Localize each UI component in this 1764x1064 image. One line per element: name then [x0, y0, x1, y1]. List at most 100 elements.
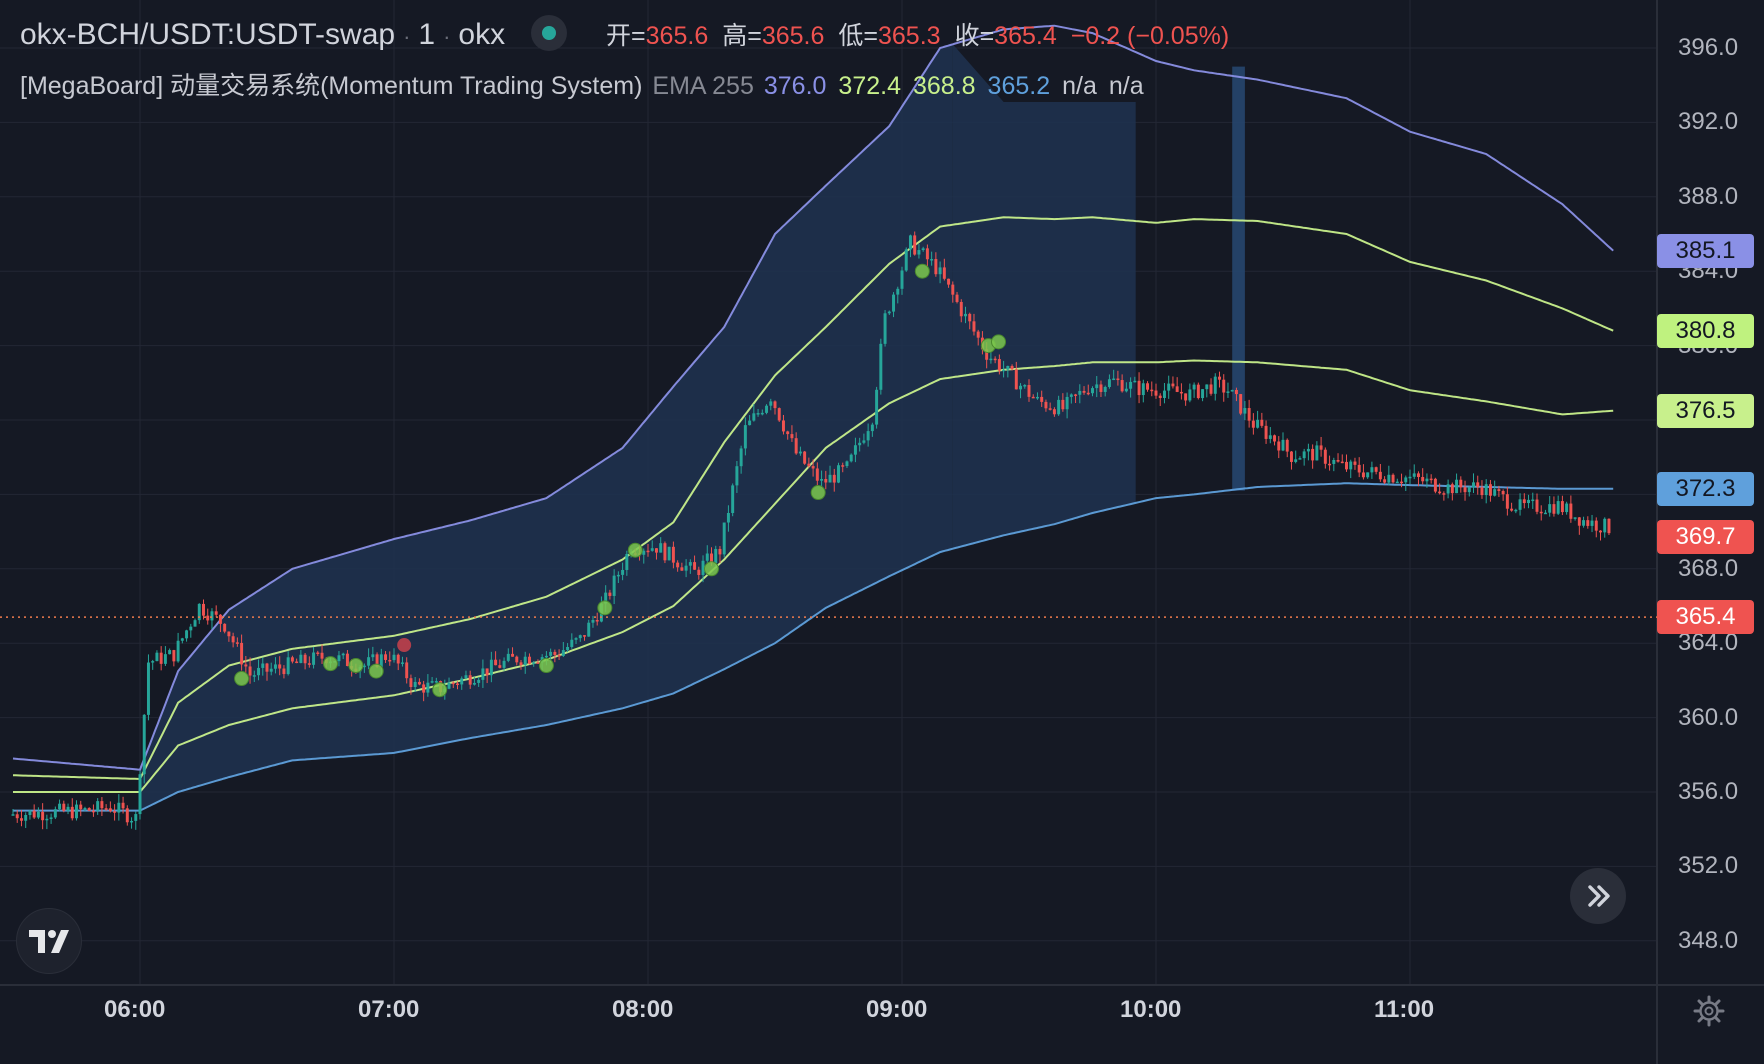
candle-body [307, 663, 311, 665]
candle-body [1527, 499, 1531, 504]
candle-body [883, 313, 887, 344]
candle-body [1260, 419, 1264, 426]
tradingview-logo-icon[interactable] [16, 908, 82, 974]
candle-body [1404, 477, 1408, 483]
candle-body [1171, 383, 1175, 387]
candle [1370, 461, 1374, 479]
candle [1044, 399, 1048, 412]
candle-body [1023, 385, 1027, 387]
candle [1014, 361, 1018, 390]
candle-body [803, 451, 807, 464]
candle [1357, 457, 1361, 478]
candle-body [62, 803, 66, 811]
candle [1472, 473, 1475, 493]
candle [261, 657, 265, 676]
candle [1535, 493, 1539, 515]
band-line-mid-upper [13, 216, 1614, 781]
candle-body [515, 656, 519, 663]
market-status-icon[interactable] [531, 15, 568, 52]
candle [1035, 392, 1039, 400]
candle [697, 566, 701, 580]
candle-body [1048, 408, 1052, 410]
candle [1518, 493, 1522, 516]
candle [1383, 476, 1387, 484]
candle [1552, 496, 1556, 517]
candle [189, 623, 193, 638]
buy-signal-marker [368, 663, 384, 679]
time-axis-label: 10:00 [1120, 996, 1182, 1023]
candle-body [430, 681, 434, 683]
candle [312, 646, 316, 669]
candle-body [532, 662, 536, 664]
candle [130, 817, 134, 829]
indicator-legend[interactable]: [MegaBoard] 动量交易系统(Momentum Trading Syst… [20, 66, 1156, 102]
candle-body [108, 808, 112, 812]
candle-body [1129, 381, 1133, 389]
candle [1548, 496, 1552, 517]
candle [1349, 459, 1353, 479]
candle [1218, 371, 1221, 388]
candle [866, 423, 870, 447]
candle-body [976, 331, 980, 338]
candle [49, 813, 53, 824]
candle-body [1112, 378, 1116, 381]
candle-body [561, 650, 565, 656]
candle [879, 338, 883, 395]
candle [1179, 383, 1183, 400]
candle-body [1103, 386, 1107, 392]
candle [731, 483, 735, 517]
candle [320, 644, 324, 664]
candle-body [870, 424, 874, 432]
candle [430, 677, 434, 684]
candle [1573, 517, 1577, 521]
candle [1222, 374, 1226, 402]
candle-body [1247, 408, 1251, 421]
candle-body [1539, 511, 1543, 514]
candle-body [913, 235, 917, 255]
candle-body [1510, 508, 1514, 511]
candle-body [146, 662, 150, 715]
candle [608, 589, 612, 600]
candle [19, 810, 23, 827]
candle [1069, 393, 1073, 404]
interval-label[interactable]: 1 [418, 18, 436, 51]
symbol-legend[interactable]: okx-BCH/USDT:USDT-swap · 1 · okx 开=365.6 高=36… [20, 15, 1243, 54]
candle [1141, 379, 1145, 403]
candle-body [1158, 395, 1162, 398]
candle [527, 653, 531, 665]
candle [1226, 382, 1230, 398]
candle [396, 653, 400, 671]
candle [883, 310, 887, 347]
buy-signal-marker [432, 682, 448, 698]
candle [959, 299, 963, 323]
candle-body [1505, 494, 1509, 509]
candle-body [1535, 499, 1539, 512]
candle [362, 663, 366, 673]
candle [1594, 517, 1598, 538]
candle [1455, 473, 1459, 494]
scroll-to-realtime-button[interactable] [1570, 868, 1626, 924]
candle [134, 811, 138, 830]
candle [1493, 480, 1497, 497]
candle-body [1599, 530, 1602, 533]
candle-body [1234, 389, 1238, 395]
candle [887, 310, 891, 315]
candle [168, 648, 172, 655]
candle [159, 646, 163, 671]
low-value: 365.3 [878, 22, 941, 50]
candle-body [828, 474, 832, 483]
candle-body [214, 611, 218, 615]
candle [1285, 438, 1289, 458]
candle-body [1590, 520, 1594, 526]
symbol-name[interactable]: okx-BCH/USDT:USDT-swap [20, 18, 396, 51]
candle-body [1556, 501, 1560, 514]
gear-icon[interactable] [1692, 994, 1726, 1028]
candle-body [32, 810, 36, 818]
candle [1556, 495, 1560, 516]
candle-body [1446, 484, 1450, 494]
candle [295, 658, 299, 664]
candle [1582, 516, 1586, 528]
indicator-title[interactable]: [MegaBoard] 动量交易系统(Momentum Trading Syst… [20, 72, 643, 100]
candle-body [743, 425, 747, 449]
